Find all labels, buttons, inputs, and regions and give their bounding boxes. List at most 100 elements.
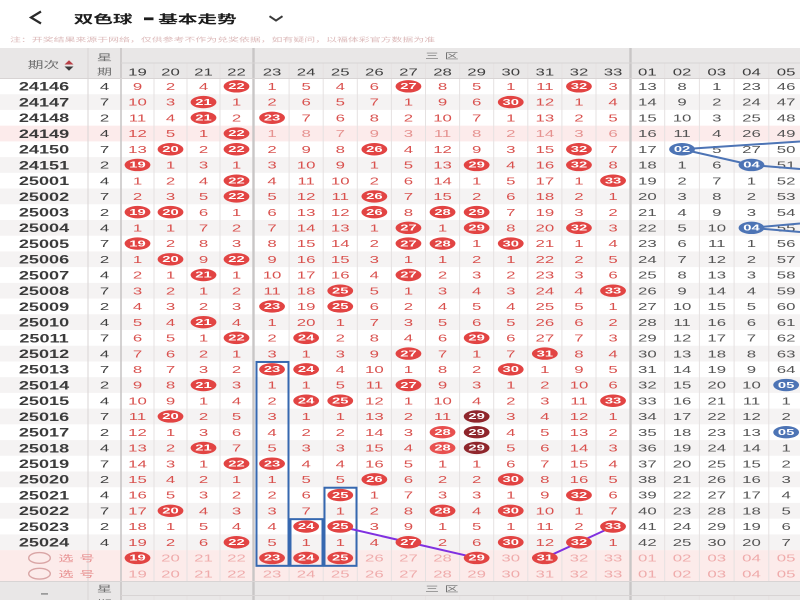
svg-text:9: 9: [301, 143, 311, 155]
svg-text:52: 52: [777, 175, 796, 187]
svg-text:10: 10: [433, 112, 452, 124]
svg-text:53: 53: [777, 191, 796, 203]
svg-text:22: 22: [228, 192, 245, 201]
svg-text:3: 3: [166, 458, 176, 470]
svg-text:8: 8: [540, 474, 550, 486]
svg-text:33: 33: [604, 599, 623, 600]
svg-text:6: 6: [370, 301, 380, 313]
svg-text:25004: 25004: [19, 222, 70, 235]
svg-text:29: 29: [468, 333, 485, 342]
svg-text:1: 1: [404, 395, 413, 407]
svg-text:7: 7: [100, 238, 109, 250]
svg-text:49: 49: [777, 128, 796, 140]
svg-text:29: 29: [468, 553, 485, 562]
svg-text:7: 7: [100, 364, 109, 376]
svg-text:2: 2: [166, 536, 175, 548]
svg-text:2: 2: [574, 521, 583, 533]
svg-text:3: 3: [608, 442, 618, 454]
svg-text:48: 48: [777, 112, 796, 124]
svg-text:4: 4: [370, 269, 380, 281]
svg-text:24: 24: [297, 66, 316, 78]
svg-text:23: 23: [638, 238, 657, 250]
svg-text:9: 9: [336, 159, 346, 171]
svg-text:25005: 25005: [19, 238, 70, 251]
svg-text:1: 1: [166, 159, 175, 171]
svg-text:2: 2: [608, 206, 617, 218]
svg-text:24: 24: [742, 96, 761, 108]
svg-text:9: 9: [677, 285, 687, 297]
svg-text:25018: 25018: [19, 442, 70, 455]
svg-text:5: 5: [472, 301, 482, 313]
svg-text:33: 33: [605, 176, 622, 185]
svg-text:04: 04: [743, 160, 760, 169]
svg-text:25006: 25006: [19, 254, 69, 267]
svg-text:28: 28: [707, 505, 726, 517]
svg-text:1: 1: [438, 254, 447, 266]
svg-text:13: 13: [365, 411, 384, 423]
svg-text:15: 15: [570, 458, 589, 470]
svg-text:7: 7: [199, 222, 208, 234]
svg-text:4: 4: [404, 332, 414, 344]
svg-text:1: 1: [232, 348, 241, 360]
svg-text:27: 27: [400, 380, 417, 389]
svg-text:3: 3: [267, 411, 277, 423]
svg-text:05: 05: [777, 66, 796, 78]
svg-text:16: 16: [365, 458, 384, 470]
svg-text:22: 22: [228, 459, 245, 468]
svg-text:6: 6: [472, 96, 482, 108]
svg-text:16: 16: [331, 269, 350, 281]
svg-text:3: 3: [677, 191, 687, 203]
svg-text:27: 27: [399, 599, 418, 600]
svg-text:31: 31: [537, 553, 554, 562]
svg-text:11: 11: [332, 191, 349, 203]
svg-text:22: 22: [707, 411, 726, 423]
svg-text:27: 27: [536, 332, 555, 344]
svg-text:21: 21: [536, 238, 555, 250]
svg-text:3: 3: [267, 348, 277, 360]
svg-text:2: 2: [166, 442, 175, 454]
svg-text:1: 1: [370, 222, 379, 234]
svg-text:32: 32: [570, 66, 589, 78]
svg-text:02: 02: [673, 599, 692, 600]
svg-text:4: 4: [100, 81, 110, 93]
svg-text:2: 2: [404, 301, 413, 313]
svg-text:2: 2: [133, 191, 142, 203]
svg-text:11: 11: [536, 81, 553, 93]
svg-text:6: 6: [574, 316, 584, 328]
svg-text:22: 22: [227, 552, 246, 564]
svg-text:26: 26: [366, 207, 383, 216]
svg-text:5: 5: [301, 474, 311, 486]
svg-text:26: 26: [742, 128, 761, 140]
svg-text:7: 7: [301, 505, 310, 517]
svg-text:4: 4: [100, 222, 110, 234]
svg-text:04: 04: [742, 66, 761, 78]
svg-text:4: 4: [472, 285, 482, 297]
svg-text:2: 2: [781, 458, 790, 470]
svg-text:3: 3: [232, 301, 242, 313]
svg-text:5: 5: [336, 96, 346, 108]
svg-text:18: 18: [297, 285, 316, 297]
svg-text:24: 24: [536, 285, 555, 297]
svg-text:25014: 25014: [19, 379, 70, 392]
svg-text:6: 6: [677, 238, 687, 250]
svg-text:3: 3: [336, 348, 346, 360]
svg-text:26: 26: [365, 568, 384, 580]
svg-text:2: 2: [506, 128, 515, 140]
svg-text:2: 2: [472, 191, 481, 203]
svg-text:7: 7: [747, 332, 756, 344]
svg-text:19: 19: [673, 442, 692, 454]
svg-text:2: 2: [506, 395, 515, 407]
svg-text:4: 4: [199, 505, 209, 517]
svg-text:10: 10: [365, 364, 384, 376]
svg-text:2: 2: [232, 489, 241, 501]
svg-text:04: 04: [742, 599, 761, 600]
svg-text:28: 28: [434, 506, 451, 515]
svg-text:11: 11: [434, 411, 451, 423]
svg-text:2: 2: [370, 238, 379, 250]
svg-text:2: 2: [100, 474, 109, 486]
svg-text:25002: 25002: [19, 191, 69, 204]
svg-text:13: 13: [536, 112, 555, 124]
svg-text:4: 4: [100, 269, 110, 281]
svg-text:3: 3: [166, 96, 176, 108]
svg-text:7: 7: [100, 505, 109, 517]
